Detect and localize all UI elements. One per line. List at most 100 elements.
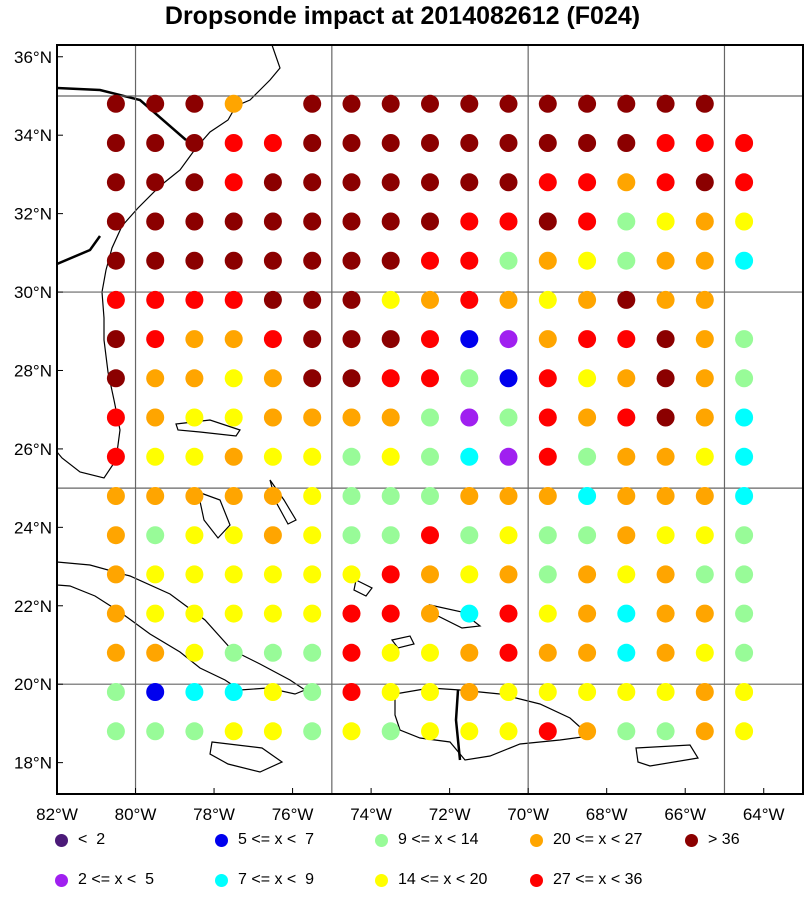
dropsonde-point bbox=[185, 643, 204, 662]
lat-tick-label: 22°N bbox=[14, 597, 52, 616]
dropsonde-point bbox=[617, 604, 636, 623]
dropsonde-point bbox=[263, 251, 282, 270]
dropsonde-point bbox=[224, 447, 243, 466]
dropsonde-point bbox=[460, 251, 479, 270]
dropsonde-point bbox=[617, 683, 636, 701]
dropsonde-point bbox=[303, 330, 322, 349]
hispaniola bbox=[394, 687, 592, 761]
dropsonde-point bbox=[578, 683, 597, 701]
dropsonde-point bbox=[578, 565, 597, 584]
dropsonde-point bbox=[146, 683, 165, 701]
lon-tick-label: 72°W bbox=[429, 805, 471, 824]
dropsonde-point bbox=[146, 212, 165, 231]
lon-tick-label: 76°W bbox=[272, 805, 314, 824]
dropsonde-point bbox=[381, 643, 400, 662]
dropsonde-point bbox=[735, 604, 754, 623]
dropsonde-point bbox=[381, 722, 400, 741]
dropsonde-point bbox=[735, 565, 754, 584]
legend-item: 14 <= x < 20 bbox=[375, 870, 487, 890]
lat-tick-label: 32°N bbox=[14, 205, 52, 224]
map-title: Dropsonde impact at 2014082612 (F024) bbox=[164, 2, 641, 30]
dropsonde-point bbox=[695, 722, 714, 741]
lon-tick-label: 66°W bbox=[664, 805, 706, 824]
dropsonde-point bbox=[421, 722, 439, 741]
dropsonde-point bbox=[303, 94, 322, 113]
bahamas-andros bbox=[197, 491, 231, 539]
legend-label: 14 <= x < 20 bbox=[398, 871, 488, 888]
dropsonde-point bbox=[381, 526, 400, 545]
dropsonde-point bbox=[499, 604, 518, 623]
dropsonde-point bbox=[381, 212, 400, 231]
legend-label: 7 <= x < 9 bbox=[238, 871, 315, 888]
dropsonde-point bbox=[263, 722, 282, 741]
dropsonde-point bbox=[460, 565, 479, 584]
dropsonde-point bbox=[538, 604, 557, 623]
dropsonde-point bbox=[263, 604, 282, 623]
lat-tick-label: 30°N bbox=[14, 283, 52, 302]
dropsonde-point bbox=[735, 526, 754, 545]
dropsonde-point bbox=[499, 330, 518, 349]
dropsonde-point bbox=[303, 173, 322, 192]
dropsonde-point bbox=[146, 173, 165, 192]
dropsonde-point bbox=[342, 369, 361, 388]
dropsonde-point bbox=[499, 212, 518, 231]
dropsonde-point bbox=[185, 526, 204, 545]
dropsonde-point bbox=[735, 408, 754, 427]
dropsonde-point bbox=[185, 565, 204, 584]
lon-tick-label: 82°W bbox=[36, 805, 78, 824]
lon-tick-label: 74°W bbox=[350, 805, 392, 824]
dropsonde-point bbox=[578, 722, 597, 741]
dropsonde-point bbox=[578, 604, 597, 623]
dropsonde-point bbox=[303, 487, 322, 505]
dropsonde-point bbox=[617, 212, 636, 231]
dropsonde-point bbox=[460, 604, 479, 623]
dropsonde-point bbox=[303, 683, 322, 701]
dropsonde-point bbox=[695, 330, 714, 349]
legend-label: 9 <= x < 14 bbox=[398, 831, 479, 848]
dropsonde-point bbox=[106, 369, 125, 388]
dropsonde-point bbox=[695, 290, 714, 309]
lon-tick-label: 80°W bbox=[115, 805, 157, 824]
dropsonde-point bbox=[185, 290, 204, 309]
dropsonde-point bbox=[460, 290, 479, 309]
legend-item: 9 <= x < 14 bbox=[375, 830, 479, 850]
dropsonde-point bbox=[735, 330, 754, 349]
dropsonde-point bbox=[224, 173, 243, 192]
dropsonde-point bbox=[617, 408, 636, 427]
dropsonde-point bbox=[303, 722, 322, 741]
dropsonde-point bbox=[656, 487, 675, 505]
dropsonde-point bbox=[342, 173, 361, 192]
dropsonde-point bbox=[224, 565, 243, 584]
dropsonde-point bbox=[146, 251, 165, 270]
dropsonde-point bbox=[695, 643, 714, 662]
dropsonde-point bbox=[421, 369, 439, 388]
dropsonde-point bbox=[578, 643, 597, 662]
dropsonde-point bbox=[106, 683, 125, 701]
dropsonde-point bbox=[224, 212, 243, 231]
lon-tick-label: 68°W bbox=[586, 805, 628, 824]
dropsonde-point bbox=[342, 604, 361, 623]
dropsonde-point bbox=[617, 94, 636, 113]
dropsonde-point bbox=[735, 134, 754, 152]
dropsonde-point bbox=[381, 447, 400, 466]
dropsonde-point bbox=[656, 251, 675, 270]
legend-label: 27 <= x < 36 bbox=[553, 871, 643, 888]
dropsonde-point bbox=[224, 487, 243, 505]
dropsonde-point bbox=[617, 290, 636, 309]
dropsonde-point bbox=[421, 251, 439, 270]
dropsonde-point bbox=[381, 94, 400, 113]
dropsonde-point bbox=[735, 722, 754, 741]
dropsonde-point bbox=[695, 565, 714, 584]
dropsonde-point bbox=[185, 212, 204, 231]
dropsonde-point bbox=[146, 565, 165, 584]
dropsonde-point bbox=[185, 683, 204, 701]
dropsonde-point bbox=[342, 290, 361, 309]
longitude-labels: 82°W 80°W 78°W 76°W 74°W 72°W 70°W 68°W 66°W 64°W bbox=[36, 788, 785, 824]
dropsonde-point bbox=[106, 487, 125, 505]
dropsonde-point bbox=[617, 330, 636, 349]
dropsonde-point bbox=[263, 683, 282, 701]
dropsonde-point bbox=[499, 94, 518, 113]
dropsonde-point bbox=[303, 447, 322, 466]
dropsonde-point bbox=[499, 134, 518, 152]
dropsonde-point bbox=[617, 565, 636, 584]
